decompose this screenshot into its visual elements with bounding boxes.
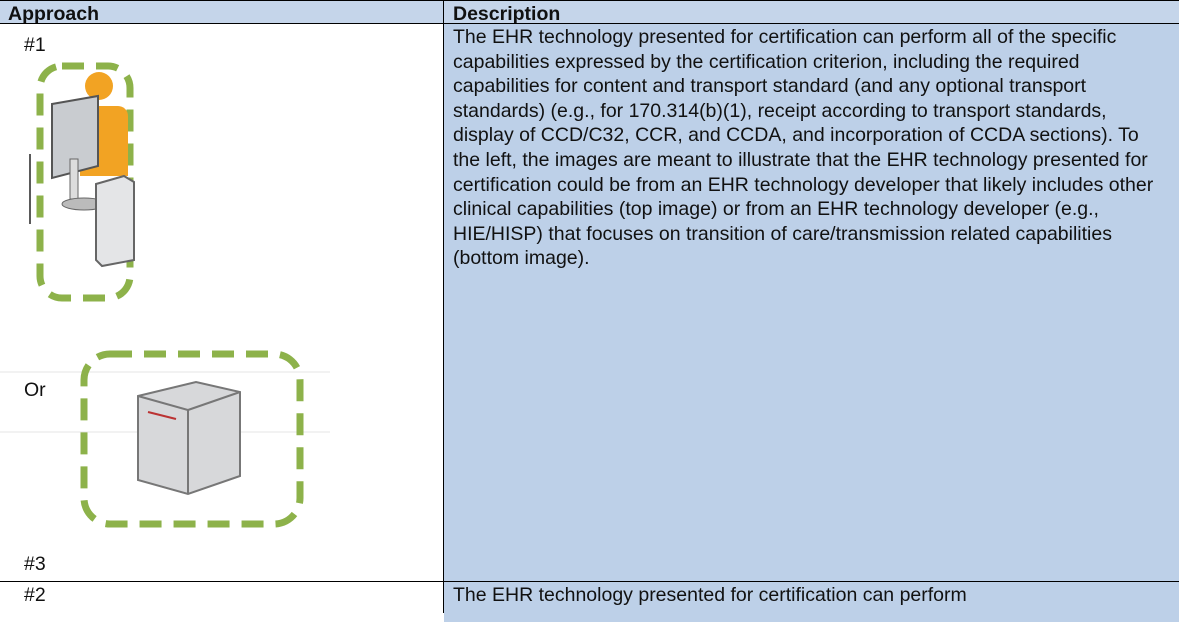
column-divider <box>443 0 444 613</box>
header-cell: Description <box>444 0 1179 24</box>
header-cell: Approach <box>0 0 444 24</box>
approach-label: #1 <box>24 34 46 56</box>
approach-cell: #2 <box>0 582 443 622</box>
approach-label: Or <box>24 379 46 401</box>
description-cell: The EHR technology presented for certifi… <box>444 582 1179 622</box>
approach-label: #3 <box>24 553 46 575</box>
description-cell: The EHR technology presented for certifi… <box>444 24 1179 581</box>
approach-cell: #1 Or #3 <box>0 24 443 581</box>
approach-label: #2 <box>24 584 46 606</box>
approach-illustrations <box>0 62 330 528</box>
row-divider <box>0 581 1179 582</box>
